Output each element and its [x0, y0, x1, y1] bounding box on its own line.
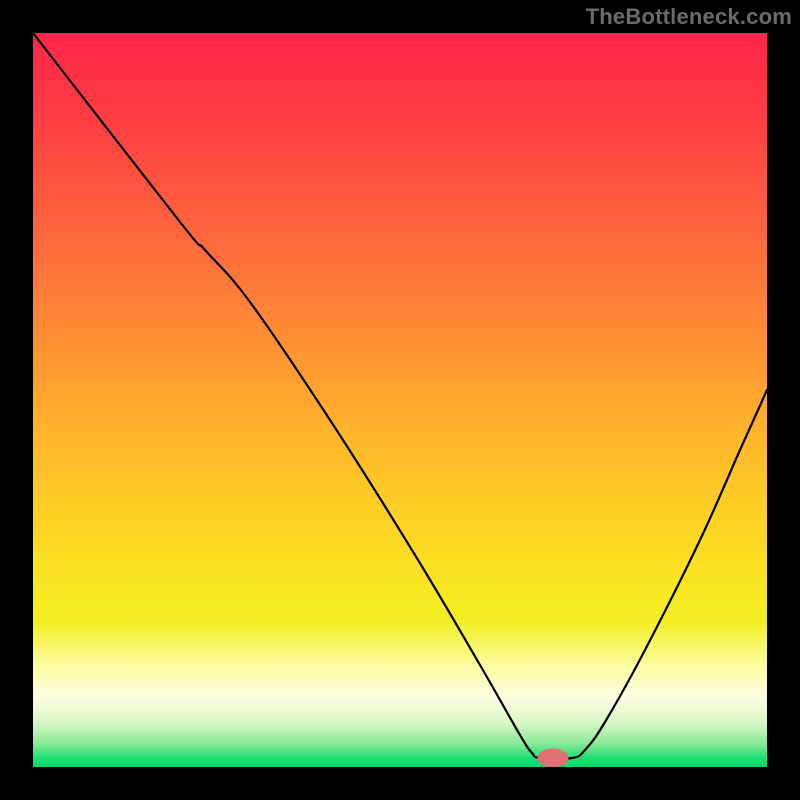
watermark-text: TheBottleneck.com — [586, 4, 792, 30]
optimal-point-marker — [538, 749, 568, 767]
plot-gradient-background — [33, 33, 767, 767]
chart-container: TheBottleneck.com — [0, 0, 800, 800]
bottleneck-curve-chart — [0, 0, 800, 800]
